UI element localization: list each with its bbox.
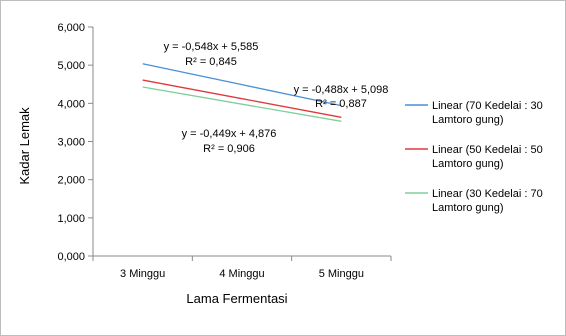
x-tick-label: 4 Minggu [219, 268, 264, 280]
axes [92, 27, 391, 257]
series-lines [142, 63, 342, 122]
y-tick-label: 4,000 [57, 98, 85, 110]
legend: Linear (70 Kedelai : 30 Lamtoro gung) Line… [405, 100, 543, 214]
y-tick-labels: 0,000 1,000 2,000 3,000 4,000 5,000 6,000 [57, 22, 93, 263]
equation-label: y = -0,449x + 4,876 [182, 128, 277, 140]
x-tick-label: 3 Minggu [120, 268, 165, 280]
equation-label: y = -0,488x + 5,098 [294, 84, 389, 96]
trendline-equations: y = -0,548x + 5,585 R² = 0,845 y = -0,488x… [164, 41, 389, 155]
legend-label: Lamtoro gung) [432, 114, 504, 126]
x-tick-label: 5 Minggu [319, 268, 364, 280]
y-axis-title: Kadar Lemak [17, 107, 32, 185]
legend-label: Linear (70 Kedelai : 30 [432, 100, 543, 112]
y-tick-label: 5,000 [57, 60, 85, 72]
r-squared-label: R² = 0,845 [185, 56, 237, 68]
equation-label: y = -0,548x + 5,585 [164, 41, 259, 53]
r-squared-label: R² = 0,887 [315, 98, 367, 110]
y-tick-label: 2,000 [57, 175, 85, 187]
y-tick-label: 1,000 [57, 213, 85, 225]
y-tick-label: 0,000 [57, 251, 85, 263]
series-line-3 [142, 86, 342, 122]
legend-label: Lamtoro gung) [432, 202, 504, 214]
legend-label: Linear (30 Kedelai : 70 [432, 188, 543, 200]
r-squared-label: R² = 0,906 [203, 143, 255, 155]
legend-label: Linear (50 Kedelai : 50 [432, 144, 543, 156]
legend-label: Lamtoro gung) [432, 158, 504, 170]
y-tick-label: 6,000 [57, 22, 85, 34]
x-axis-title: Lama Fermentasi [186, 291, 287, 306]
series-line-2 [142, 79, 342, 118]
series-line-1 [142, 63, 342, 107]
y-tick-label: 3,000 [57, 137, 85, 149]
x-tick-labels: 3 Minggu 4 Minggu 5 Minggu [92, 256, 392, 280]
